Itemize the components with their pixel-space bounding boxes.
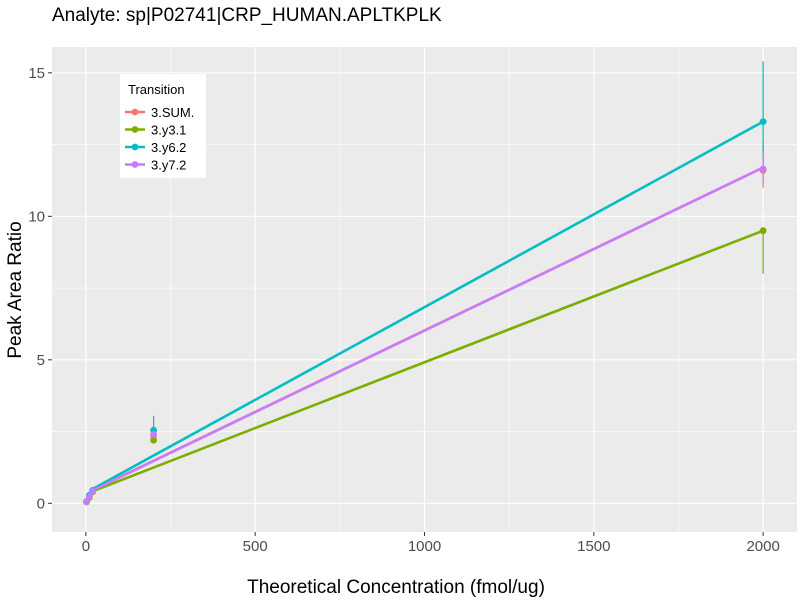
fit-line-3.y6.2: [91, 120, 765, 491]
legend-key-point: [131, 108, 139, 116]
grid-major: [52, 47, 797, 532]
x-tick-label: 2000: [746, 538, 779, 555]
fit-lines: [91, 120, 765, 493]
data-point: [759, 165, 767, 173]
data-points: [83, 118, 767, 506]
legend-label: 3.y6.2: [151, 140, 186, 155]
data-point: [759, 227, 767, 235]
data-point: [150, 436, 157, 444]
data-point: [150, 431, 157, 438]
legend-key-point: [131, 161, 139, 168]
data-point: [85, 493, 93, 500]
legend-key-point: [131, 126, 139, 133]
data-point: [89, 487, 97, 495]
y-tick-label: 5: [37, 352, 45, 369]
x-tick-label: 1000: [408, 538, 441, 555]
y-axis-title: Peak Area Ratio: [5, 221, 26, 358]
x-tick-label: 1500: [577, 538, 610, 555]
legend-key-point: [131, 143, 139, 151]
x-axis-title: Theoretical Concentration (fmol/ug): [247, 577, 545, 598]
legend-title: Transition: [128, 82, 185, 97]
legend-box: [120, 74, 206, 178]
data-point: [83, 498, 90, 506]
fit-line-3.y3.1: [91, 229, 765, 493]
legend-label: 3.SUM.: [151, 105, 194, 120]
chart-title: Analyte: sp|P02741|CRP_HUMAN.APLTKPLK: [52, 5, 442, 26]
legend: Transition 3.SUM. 3.y3.1 3.y6.2 3.y7.2: [120, 74, 206, 178]
fit-line-3.y7.2: [91, 166, 765, 492]
y-tick-label: 15: [28, 65, 45, 82]
axis-ticks: 0 500 1000 1500 2000 0 5 10 15: [28, 65, 780, 555]
legend-label: 3.y3.1: [151, 123, 186, 138]
y-tick-label: 10: [28, 208, 45, 225]
x-tick-label: 500: [243, 538, 268, 555]
x-tick-label: 0: [82, 538, 90, 555]
legend-label: 3.y7.2: [151, 158, 186, 173]
data-point: [759, 118, 767, 126]
y-tick-label: 0: [37, 495, 45, 512]
